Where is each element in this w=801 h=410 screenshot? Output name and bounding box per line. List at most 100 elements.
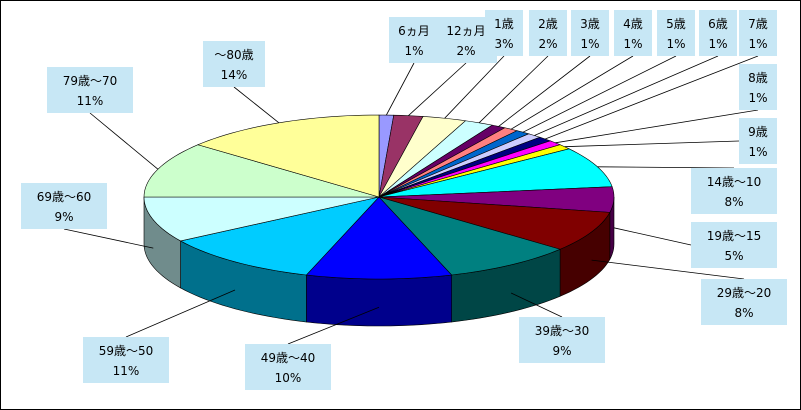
label-category: 9歳 [748,125,768,139]
label-box [21,183,107,229]
leader-line [597,166,735,169]
data-label: 79歳～70 11% [47,67,133,113]
leader-line [522,55,677,133]
leader-line [591,259,745,280]
pie-slice [378,196,561,276]
label-box [739,10,777,56]
pie-top [143,114,615,280]
label-percent: 1% [580,37,599,51]
label-category: 59歳～50 [99,344,154,358]
label-box [203,41,265,87]
label-percent: 11% [77,94,104,108]
label-box [571,10,609,56]
leader-line [408,62,467,116]
label-percent: 1% [666,37,685,51]
leader-line [613,227,692,246]
label-percent: 2% [456,44,475,58]
label-box [47,67,133,113]
label-percent: 1% [708,37,727,51]
label-box [691,168,777,214]
leader-line [498,55,591,127]
label-category: 7歳 [748,17,768,31]
label-percent: 9% [54,210,73,224]
label-percent: 3% [494,37,513,51]
data-label: 7歳1% [739,10,777,56]
label-percent: 14% [221,68,248,82]
label-category: 39歳～30 [535,324,590,338]
label-percent: 2% [538,37,557,51]
data-label: ～80歳 14% [203,41,265,87]
label-box [83,337,169,383]
label-category: 3歳 [580,17,600,31]
label-box [699,10,737,56]
pie-slice [143,196,380,242]
label-box [245,344,331,390]
data-label: 5歳1% [657,10,695,56]
leader-line [478,55,549,124]
data-label: 6歳1% [699,10,737,56]
pie-slice [143,144,380,198]
data-label: 8歳1% [739,64,777,110]
label-percent: 8% [724,195,743,209]
leader-line [125,289,236,338]
label-box [657,10,695,56]
label-percent: 5% [724,249,743,263]
pie-slice [378,186,615,213]
label-percent: 1% [748,145,767,159]
label-category: 1歳 [494,17,514,31]
data-label: 49歳～40 10% [245,344,331,390]
label-category: 79歳～70 [63,74,118,88]
data-label: 14歳～10 8% [691,168,777,214]
label-category: ～80歳 [214,48,253,62]
label-category: 4歳 [623,17,643,31]
data-label: 4歳1% [614,10,652,56]
label-box [519,317,605,363]
label-percent: 9% [552,344,571,358]
label-percent: 11% [113,364,140,378]
label-category: 6歳 [708,17,728,31]
leader-line [89,112,159,170]
label-percent: 1% [404,44,423,58]
data-labels: 6ヵ月1%12ヵ月2%1歳3%2歳2%3歳1%4歳1%5歳1%6歳1%7歳1%8… [21,10,787,390]
leader-line [555,109,759,144]
pie-slice-side [306,274,452,327]
label-category: 5歳 [666,17,686,31]
label-box [485,10,523,56]
label-percent: 8% [734,306,753,320]
label-box [739,64,777,110]
leader-line [510,55,634,130]
label-category: 69歳～60 [37,190,92,204]
label-box [529,10,567,56]
pie-slice [378,148,613,198]
label-percent: 1% [748,37,767,51]
label-percent: 1% [623,37,642,51]
pie-side-walls [143,196,615,327]
pie-slice [179,196,380,276]
leader-line [287,306,380,345]
data-label: 19歳～15 5% [691,222,777,268]
data-label: 39歳～30 9% [519,317,605,363]
data-label: 1歳3% [485,10,523,56]
pie-slice [305,196,453,280]
label-percent: 10% [275,371,302,385]
label-category: 2歳 [538,17,558,31]
pie-slice [197,114,380,198]
pie-slice [378,196,611,250]
leader-line [545,55,759,140]
label-percent: 1% [748,91,767,105]
leader-line [63,228,154,249]
leader-line [444,55,505,119]
data-label: 29歳～20 8% [701,279,787,325]
label-category: 29歳～20 [717,286,772,300]
leader-line [233,86,280,124]
label-category: 6ヵ月 [398,24,430,38]
label-category: 49歳～40 [261,351,316,365]
label-category: 19歳～15 [707,229,762,243]
label-box [389,17,439,63]
leader-line [386,62,415,116]
leader-line [534,55,719,136]
leader-line [510,292,563,318]
